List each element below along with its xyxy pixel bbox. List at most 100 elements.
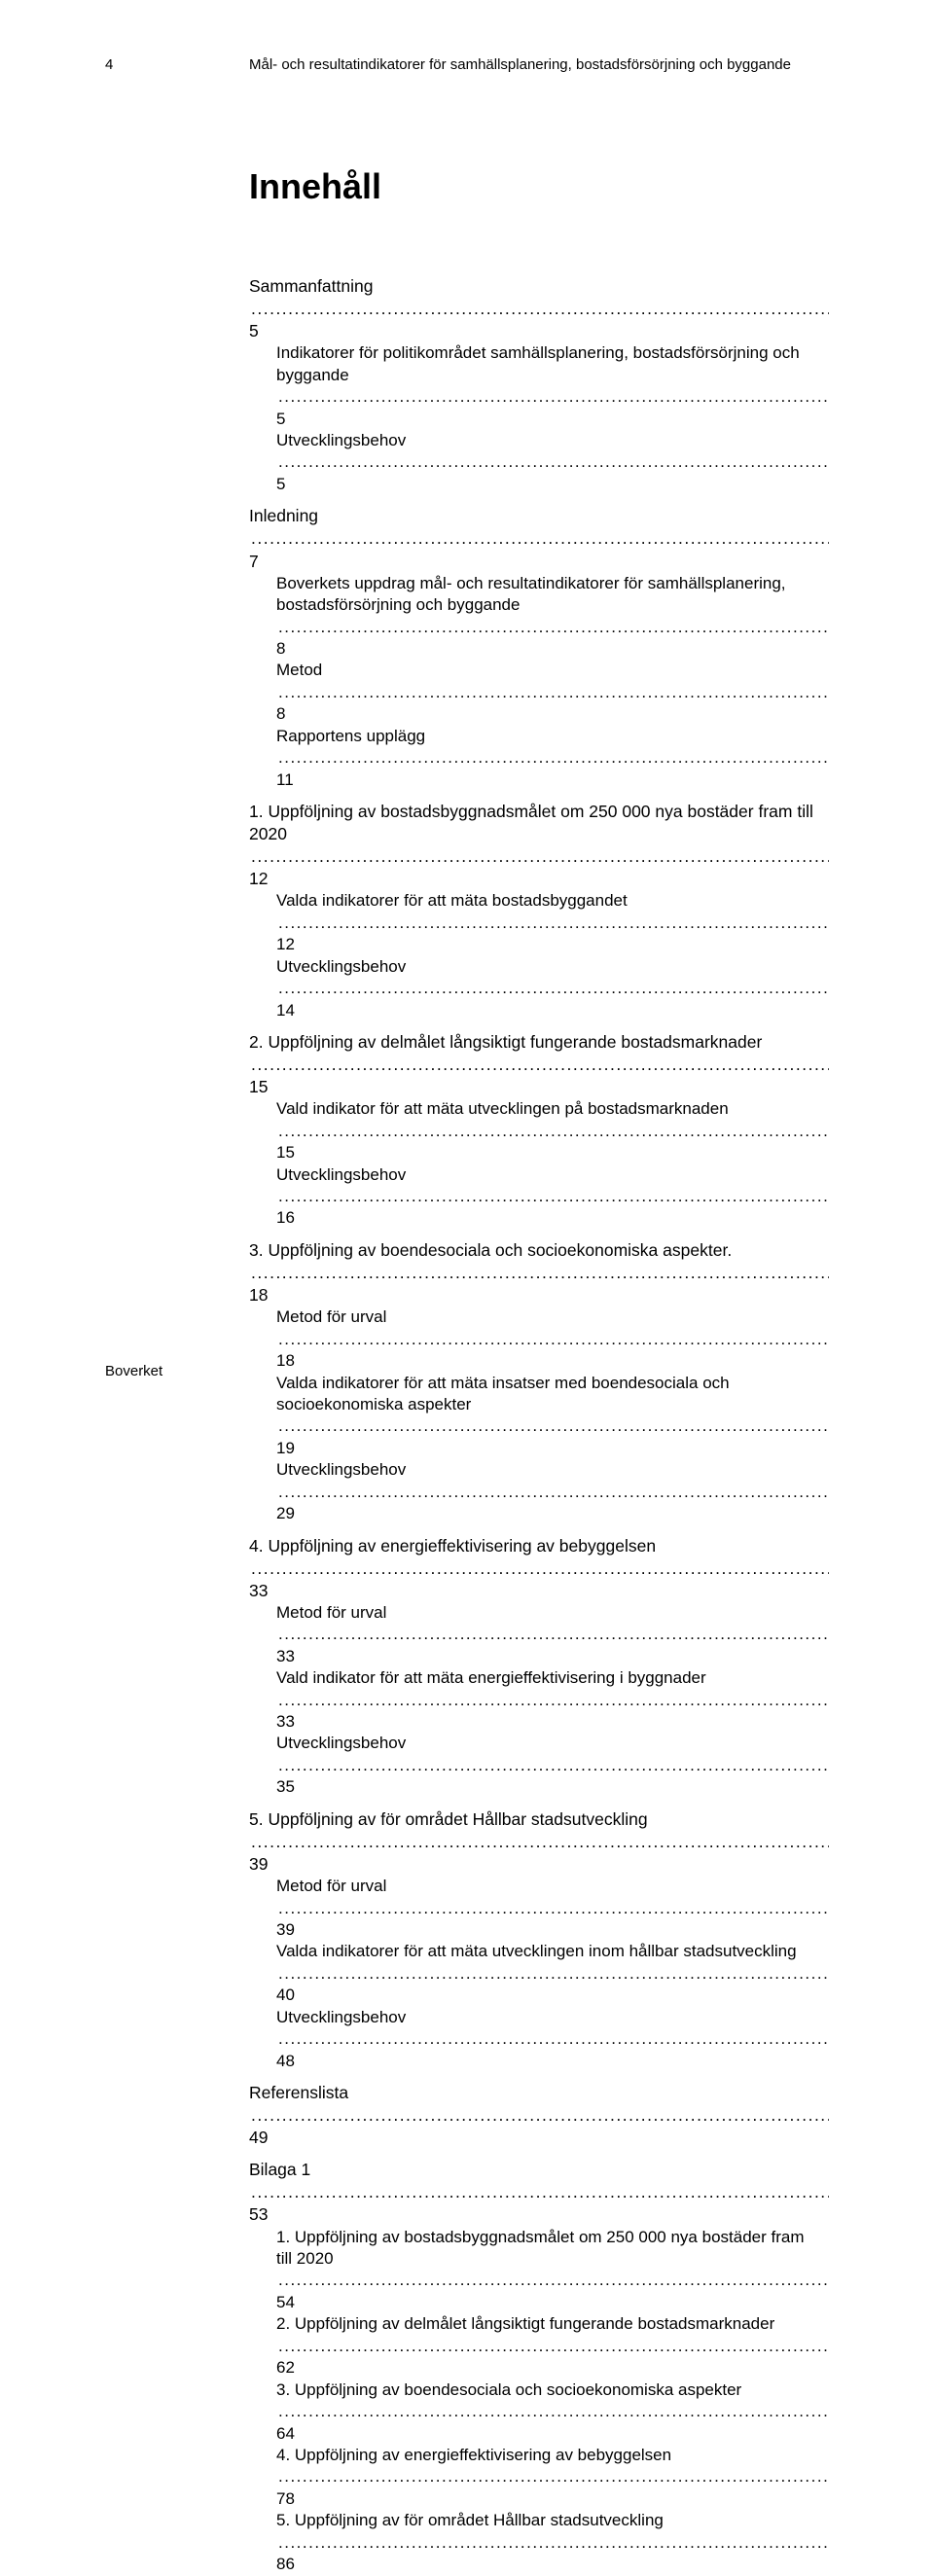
toc-page-number: 8 (276, 638, 285, 660)
toc-label-word: Valda (276, 890, 322, 912)
toc-entry-inner: Vald indikator för att mäta energieffekt… (276, 1667, 829, 1733)
toc-entry-inner: 4. Uppföljning av energieffektivisering … (249, 1535, 829, 1602)
page-number: 4 (105, 56, 249, 73)
toc-page-number: 7 (249, 551, 259, 573)
toc-label-word: mäta (450, 1941, 492, 1962)
toc-leader-dots: ........................................… (276, 1186, 829, 1207)
toc-label-lastword: 2020 (297, 2248, 334, 2270)
toc-entry: Utvecklingsbehov .......................… (249, 956, 829, 1021)
toc-label-word: av (382, 2379, 405, 2401)
toc-entry: Metod ..................................… (249, 660, 829, 725)
toc-label-lastword: aspekter (678, 2379, 741, 2401)
toc-entry: 3. Uppföljning av boendesociala och soci… (249, 1239, 829, 1306)
toc-leader-dots: ........................................… (276, 2336, 829, 2357)
toc-leader-dots: ........................................… (276, 1482, 829, 1503)
toc-label-word: Valda (276, 1941, 322, 1962)
toc-label-word: till (797, 801, 817, 823)
toc-leader-dots: ........................................… (249, 1831, 829, 1853)
running-header-title: Mål- och resultatindikatorer för samhäll… (249, 56, 829, 73)
toc-leader-dots: ........................................… (249, 1262, 829, 1284)
toc-leader-dots: ........................................… (276, 747, 829, 769)
toc-label-word: långsiktigt (471, 2313, 549, 2335)
toc-label-word: i (620, 1667, 629, 1689)
toc-entry-inner: Utvecklingsbehov .......................… (276, 430, 829, 495)
toc-label-word: Hållbar (473, 1808, 531, 1831)
toc-leader-dots: ........................................… (276, 912, 829, 934)
toc-page-number: 78 (276, 2488, 295, 2510)
toc-leader-dots: ........................................… (276, 1690, 829, 1711)
toc-label-word: av (358, 1535, 380, 1557)
toc-page-number: 5 (276, 474, 285, 495)
toc-label-lastword: stadsutveckling (531, 1808, 648, 1831)
toc-entry: Utvecklingsbehov .......................… (249, 1459, 829, 1524)
toc-entry-inner: Valda indikatorer för att mäta insatser … (276, 1373, 829, 1460)
toc-label-word: insatser (492, 1373, 555, 1394)
toc-entry: 2. Uppföljning av delmålet långsiktigt f… (249, 2313, 829, 2379)
toc-label-word: att (428, 1373, 451, 1394)
toc-label-lastword: upplägg (367, 726, 426, 747)
toc-page-number: 15 (276, 1142, 295, 1163)
toc-leader-dots: ........................................… (276, 1121, 829, 1142)
toc-entry-inner: Indikatorer för politikområdet samhällsp… (276, 342, 829, 430)
toc-entry: Boverkets uppdrag mål- och resultatindik… (249, 573, 829, 661)
toc-label-word: 4. (249, 1535, 268, 1557)
toc-leader-dots: ........................................… (249, 298, 829, 320)
toc-label-word: bostäder (687, 801, 758, 823)
toc-label-word: delmålet (380, 1031, 449, 1054)
toc-label-word: om (560, 801, 589, 823)
toc-label-word: Uppföljning (295, 2313, 382, 2335)
toc-label-word: 5. (249, 1808, 268, 1831)
toc-page-number: 39 (276, 1919, 295, 1941)
toc-page-number: 18 (276, 1350, 295, 1372)
toc-leader-dots: ........................................… (276, 1898, 829, 1919)
toc-label-lastword: urval (351, 1602, 387, 1624)
toc-label-word: på (564, 1098, 588, 1120)
toc-label-word: Uppföljning (295, 2445, 382, 2466)
toc-label-word: Uppföljning (268, 1535, 357, 1557)
toc-label-word: 3. (249, 1239, 268, 1262)
toc-label-lastword: urval (351, 1306, 387, 1328)
toc-label-word: området (428, 2510, 493, 2531)
toc-label-lastword: Utvecklingsbehov (276, 1164, 406, 1186)
toc-entry-inner: Vald indikator för att mäta utvecklingen… (276, 1098, 829, 1163)
toc-entry: Rapportens upplägg .....................… (249, 726, 829, 791)
toc-label-word: och (702, 1373, 734, 1394)
toc-entry-inner: 1. Uppföljning av bostadsbyggnadsmålet o… (249, 801, 829, 890)
toc-label-word: bostadsbyggnadsmålet (404, 2227, 579, 2248)
toc-entry: 5. Uppföljning av för området Hållbar st… (249, 2510, 829, 2575)
toc-label-word: av (382, 2227, 405, 2248)
toc-label-word: mäta (450, 1373, 492, 1394)
toc-entry-inner: Metod för urval ........................… (276, 1306, 829, 1372)
toc-label-word: indikator (313, 1098, 380, 1120)
toc-entry-inner: 2. Uppföljning av delmålet långsiktigt f… (276, 2313, 829, 2379)
toc-entry: Utvecklingsbehov .......................… (249, 430, 829, 495)
toc-entry: Metod för urval ........................… (249, 1876, 829, 1941)
toc-page-number: 12 (249, 868, 268, 890)
toc-label-word: av (382, 2510, 405, 2531)
toc-entry: Bilaga 1 ...............................… (249, 2159, 829, 2226)
toc-entry: Vald indikator för att mäta energieffekt… (249, 1667, 829, 1733)
toc-leader-dots: ........................................… (249, 845, 829, 868)
toc-entry-inner: 3. Uppföljning av boendesociala och soci… (276, 2379, 829, 2445)
toc-entry-inner: 5. Uppföljning av för området Hållbar st… (276, 2510, 829, 2575)
toc-label-word: Vald (276, 1098, 313, 1120)
toc-entry: Sammanfattning .........................… (249, 275, 829, 342)
toc-leader-dots: ........................................… (276, 451, 829, 473)
toc-entry-inner: 5. Uppföljning av för området Hållbar st… (249, 1808, 829, 1876)
toc-label-lastword: Utvecklingsbehov (276, 430, 406, 451)
toc-entry-inner: Valda indikatorer för att mäta bostadsby… (276, 890, 829, 955)
toc-leader-dots: ........................................… (276, 617, 829, 638)
toc-label-word: för (380, 1808, 405, 1831)
toc-label-word: fungerande (550, 2313, 638, 2335)
toc-list: Sammanfattning .........................… (249, 275, 829, 2576)
toc-label-word: samhällsplanering, (490, 342, 632, 364)
toc-entry-inner: Inledning ..............................… (249, 505, 829, 572)
toc-label-word: energieffektivisering (380, 1535, 536, 1557)
toc-title: Innehåll (249, 166, 829, 207)
toc-label-lastword: Utvecklingsbehov (276, 1733, 406, 1754)
toc-label-word: 2. (276, 2313, 295, 2335)
toc-label-word: att (404, 1667, 427, 1689)
toc-page-number: 12 (276, 934, 295, 955)
toc-label-lastword: bostadsmarknader (637, 2313, 774, 2335)
toc-label-word: Metod (276, 1876, 327, 1897)
